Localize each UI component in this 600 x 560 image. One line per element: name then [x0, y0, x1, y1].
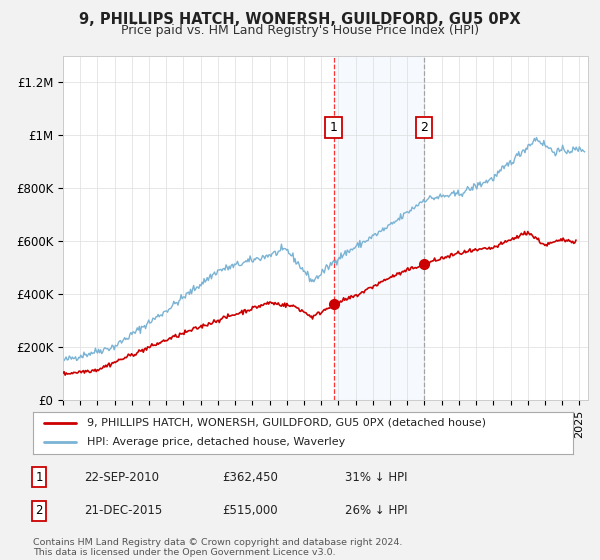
Text: Price paid vs. HM Land Registry's House Price Index (HPI): Price paid vs. HM Land Registry's House …	[121, 24, 479, 37]
Text: £362,450: £362,450	[222, 470, 278, 484]
Text: 1: 1	[329, 121, 338, 134]
Text: 2: 2	[35, 504, 43, 517]
Text: 31% ↓ HPI: 31% ↓ HPI	[345, 470, 407, 484]
Text: Contains HM Land Registry data © Crown copyright and database right 2024.
This d: Contains HM Land Registry data © Crown c…	[33, 538, 403, 557]
Text: £515,000: £515,000	[222, 504, 278, 517]
Bar	[334, 56, 424, 400]
Text: 26% ↓ HPI: 26% ↓ HPI	[345, 504, 407, 517]
Text: 1: 1	[35, 470, 43, 484]
Text: 21-DEC-2015: 21-DEC-2015	[84, 504, 162, 517]
Text: 9, PHILLIPS HATCH, WONERSH, GUILDFORD, GU5 0PX: 9, PHILLIPS HATCH, WONERSH, GUILDFORD, G…	[79, 12, 521, 27]
Text: 9, PHILLIPS HATCH, WONERSH, GUILDFORD, GU5 0PX (detached house): 9, PHILLIPS HATCH, WONERSH, GUILDFORD, G…	[87, 418, 486, 428]
Text: HPI: Average price, detached house, Waverley: HPI: Average price, detached house, Wave…	[87, 437, 345, 447]
Text: 22-SEP-2010: 22-SEP-2010	[84, 470, 159, 484]
Text: 2: 2	[420, 121, 428, 134]
